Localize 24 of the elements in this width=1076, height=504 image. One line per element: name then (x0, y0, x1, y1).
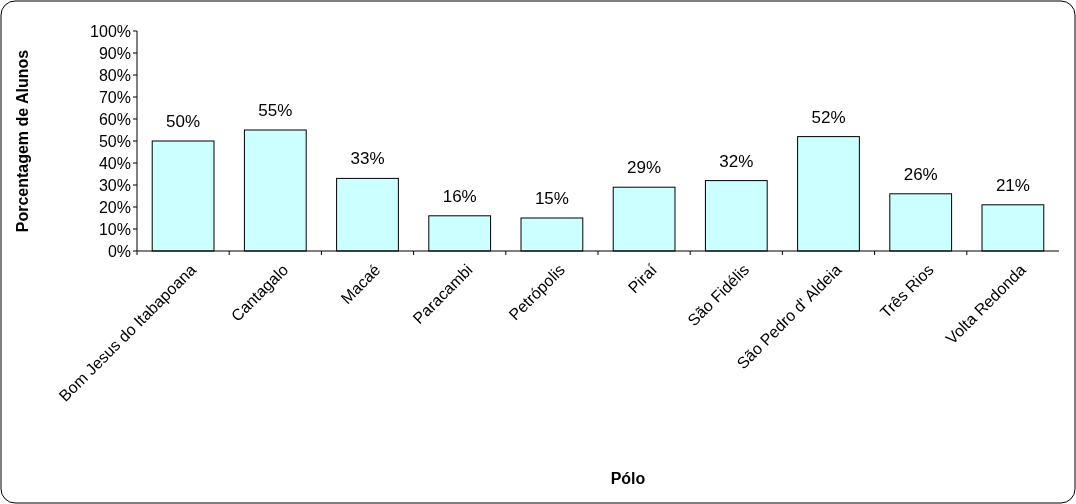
y-tick-label: 20% (98, 198, 131, 216)
y-tick-label: 30% (98, 176, 131, 194)
y-tick-label: 90% (98, 44, 131, 62)
data-label: 26% (903, 164, 938, 184)
data-label: 55% (258, 101, 293, 120)
x-tick-label: Três Rios (876, 261, 937, 322)
y-tick-label: 50% (98, 132, 131, 150)
x-axis-title: Pólo (610, 470, 646, 487)
y-tick-label: 60% (98, 110, 131, 128)
data-label: 16% (442, 186, 477, 206)
data-label: 29% (627, 158, 662, 178)
y-tick-label: 40% (98, 154, 131, 172)
data-label: 50% (166, 112, 201, 131)
y-axis-title: Porcentagem de Alunos (13, 49, 31, 233)
data-label: 15% (534, 189, 569, 208)
y-tick-label: 80% (98, 66, 131, 84)
y-tick-label: 0% (107, 242, 131, 260)
y-tick-label: 10% (98, 220, 131, 238)
y-tick-label: 70% (98, 88, 131, 106)
data-label: 33% (350, 149, 385, 169)
data-label: 52% (811, 107, 846, 127)
y-tick-label: 100% (90, 22, 131, 40)
data-label: 21% (995, 175, 1030, 195)
data-label: 32% (719, 151, 754, 171)
